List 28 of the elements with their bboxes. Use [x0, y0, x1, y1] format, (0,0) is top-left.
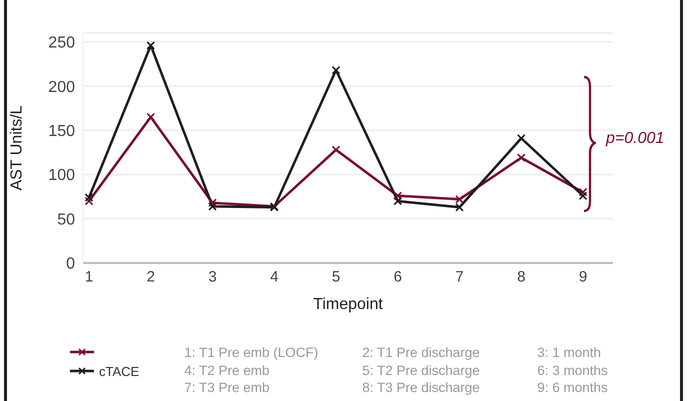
text: 8: T3 Pre discharge [362, 379, 481, 396]
y-axis-title: AST Units/L [8, 105, 26, 191]
x-tick-label: 3 [208, 268, 217, 286]
y-tick-label: 150 [48, 122, 76, 140]
x-tick-label: 8 [517, 268, 526, 286]
text: 7: T3 Pre emb [184, 379, 271, 396]
x-tick-label: 4 [270, 268, 278, 286]
text: 6: 3 months [537, 362, 609, 379]
text: 9: 6 months [537, 379, 609, 396]
y-tick-label: 200 [48, 78, 76, 96]
y-tick-label: 250 [48, 34, 76, 52]
annotation: p=0.001 [606, 130, 664, 148]
x-tick-label: 2 [146, 268, 155, 286]
x-tick-label: 9 [578, 268, 588, 286]
text: 2: T1 Pre discharge [362, 344, 481, 362]
text: 4: T2 Pre emb [184, 362, 271, 379]
x-tick-label: 6 [394, 268, 402, 286]
x-tick-label: 7 [455, 268, 464, 286]
text: 5: T2 Pre discharge [362, 362, 481, 379]
legend-label: cTACE [99, 364, 140, 378]
y-tick-label: 50 [57, 211, 76, 228]
x-axis-title: Timepoint [313, 296, 384, 313]
text: 1: T1 Pre emb (LOCF) [184, 344, 320, 362]
x-tick-label: 1 [84, 268, 94, 286]
x-tick-label: 5 [332, 268, 340, 286]
text: 3: 1 month [537, 344, 602, 362]
y-tick-label: 0 [66, 256, 76, 273]
y-tick-label: 100 [48, 167, 76, 184]
